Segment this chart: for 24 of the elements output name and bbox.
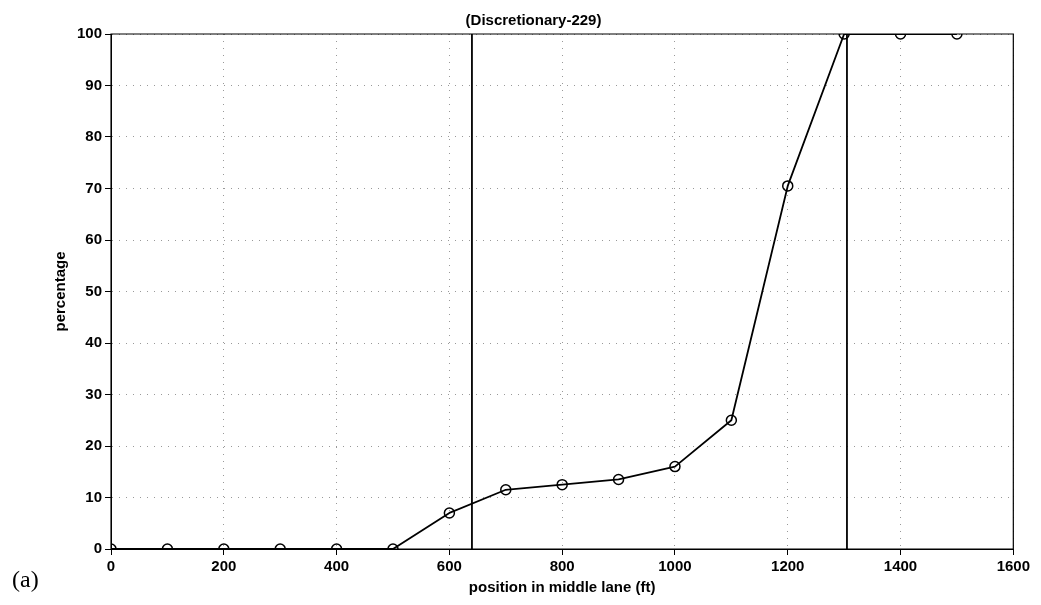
- y-tick-label: 50: [85, 281, 103, 299]
- y-tick-label: 80: [85, 127, 103, 145]
- x-tick-label: 1600: [996, 557, 1030, 575]
- text: (a): [12, 566, 39, 593]
- x-tick-label: 200: [211, 557, 237, 575]
- y-tick-label: 100: [77, 24, 103, 42]
- x-tick-label: 0: [106, 557, 116, 575]
- y-tick-label: 20: [85, 436, 103, 454]
- y-tick-label: 30: [85, 384, 103, 402]
- x-tick-label: 1000: [658, 557, 692, 575]
- y-axis-title: percentage: [51, 251, 69, 332]
- y-tick-label: 0: [93, 539, 103, 557]
- y-tick-label: 40: [85, 333, 103, 351]
- x-tick-label: 400: [324, 557, 350, 575]
- x-tick-label: 1200: [771, 557, 805, 575]
- x-tick-label: 600: [436, 557, 462, 575]
- x-axis-title: position in middle lane (ft): [468, 578, 656, 596]
- chart-title: (Discretionary-229): [465, 11, 602, 29]
- y-tick-label: 70: [85, 178, 103, 196]
- x-tick-label: 1400: [883, 557, 918, 575]
- y-tick-label: 90: [85, 75, 103, 93]
- y-tick-label: 60: [85, 230, 103, 248]
- y-tick-label: 10: [85, 487, 103, 505]
- x-tick-label: 800: [549, 557, 575, 575]
